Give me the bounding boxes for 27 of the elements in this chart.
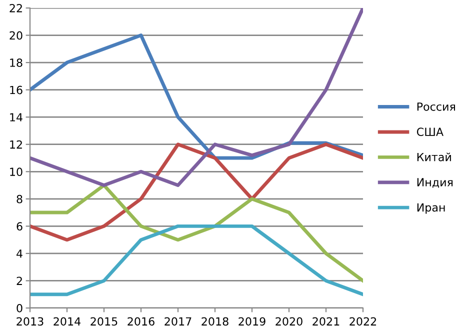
y-tick-label: 20	[10, 31, 22, 40]
y-tick-label: 14	[10, 113, 22, 122]
y-tick-label: 2	[16, 276, 22, 285]
y-tick-label: 10	[10, 168, 22, 176]
x-tick-label: 2016	[128, 317, 154, 326]
y-tick-label: 18	[10, 58, 22, 67]
y-tick-label: 12	[10, 140, 22, 149]
y-tick-label: 16	[10, 86, 22, 94]
y-tick-label: 22	[10, 4, 22, 12]
legend-label: Иран	[417, 203, 445, 214]
x-tick-label: 2020	[276, 317, 302, 326]
x-tick-label: 2014	[54, 317, 81, 326]
legend-label: США	[416, 128, 444, 136]
x-tick-label: 2021	[312, 317, 340, 326]
y-tick-label: 8	[16, 194, 22, 204]
x-tick-label: 2013	[16, 317, 44, 326]
x-tick-label: 2018	[202, 317, 228, 326]
legend-label: Китай	[417, 152, 451, 162]
y-tick-label: 4	[16, 250, 22, 258]
x-tick-label: 2017	[164, 317, 192, 326]
x-tick-label: 2015	[90, 317, 118, 326]
x-tick-label: 2019	[238, 317, 266, 326]
y-tick-label: 6	[16, 222, 22, 231]
y-tick-label: 0	[16, 304, 22, 312]
legend-label: Россия	[417, 102, 456, 111]
x-tick-label: 2022	[350, 317, 376, 326]
legend-label: Индия	[417, 178, 453, 188]
